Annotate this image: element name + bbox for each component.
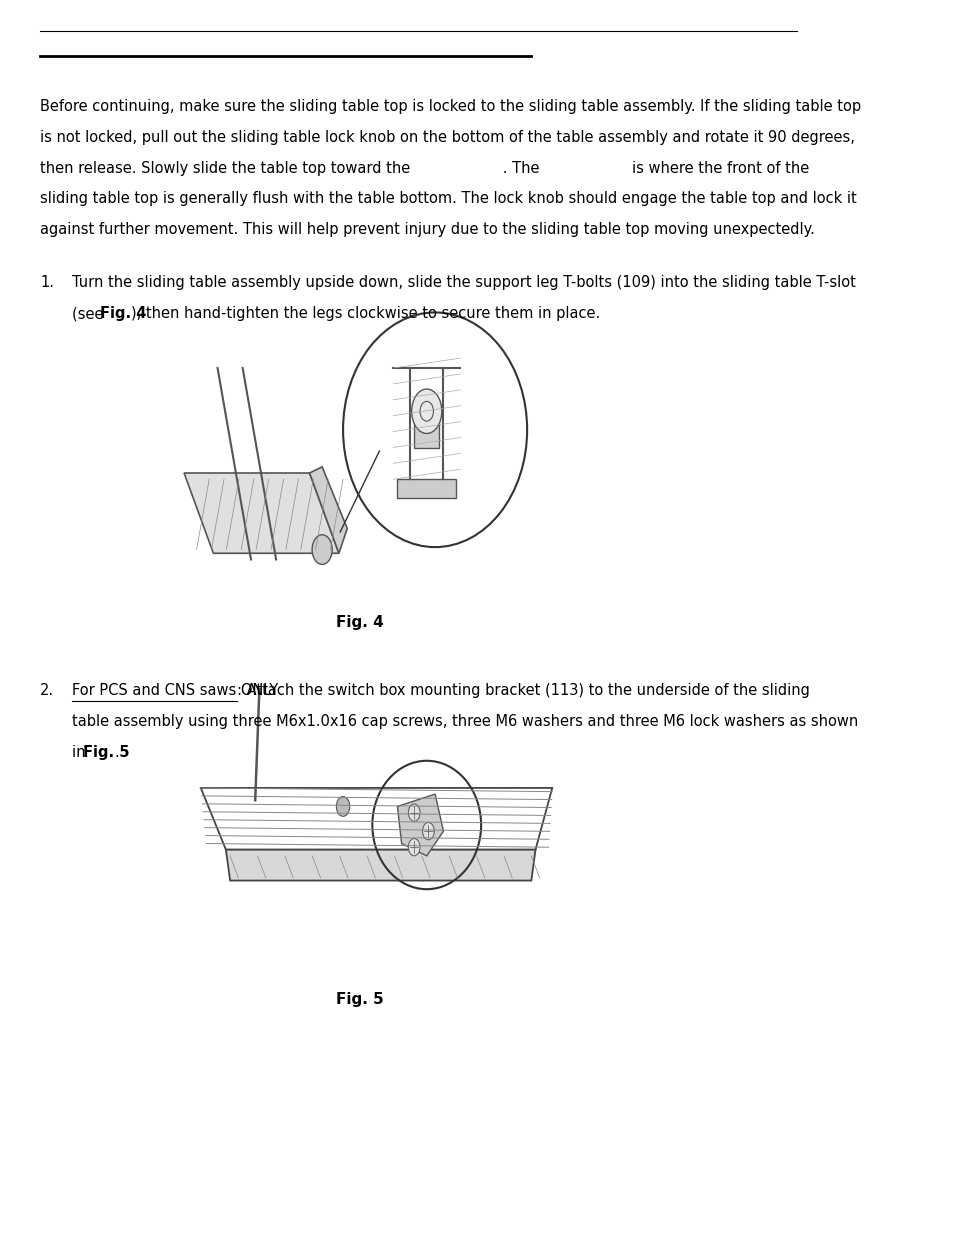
Text: Fig. 5: Fig. 5 [83, 745, 130, 760]
Text: .: . [114, 745, 119, 760]
Text: is not locked, pull out the sliding table lock knob on the bottom of the table a: is not locked, pull out the sliding tabl… [40, 130, 854, 144]
Text: Turn the sliding table assembly upside down, slide the support leg T-bolts (109): Turn the sliding table assembly upside d… [71, 275, 855, 290]
Circle shape [336, 797, 350, 816]
Polygon shape [310, 467, 347, 553]
Polygon shape [226, 850, 535, 881]
Text: in: in [71, 745, 90, 760]
Bar [414, 417, 438, 448]
Circle shape [412, 389, 441, 433]
Text: 2.: 2. [40, 683, 54, 698]
Text: ), then hand-tighten the legs clockwise to secure them in place.: ), then hand-tighten the legs clockwise … [132, 306, 600, 321]
Text: : Attach the switch box mounting bracket (113) to the underside of the sliding: : Attach the switch box mounting bracket… [236, 683, 809, 698]
Text: Fig. 5: Fig. 5 [335, 992, 383, 1007]
Text: Fig. 4: Fig. 4 [99, 306, 146, 321]
Text: Before continuing, make sure the sliding table top is locked to the sliding tabl: Before continuing, make sure the sliding… [40, 99, 861, 114]
Text: Fig. 4: Fig. 4 [335, 615, 383, 630]
Text: table assembly using three M6x1.0x16 cap screws, three M6 washers and three M6 l: table assembly using three M6x1.0x16 cap… [71, 714, 858, 729]
Polygon shape [397, 794, 443, 856]
Text: sliding table top is generally flush with the table bottom. The lock knob should: sliding table top is generally flush wit… [40, 191, 856, 206]
Circle shape [422, 823, 434, 840]
Circle shape [408, 839, 419, 856]
Text: then release. Slowly slide the table top toward the                    . The    : then release. Slowly slide the table top… [40, 161, 808, 175]
Text: (see: (see [71, 306, 108, 321]
Text: against further movement. This will help prevent injury due to the sliding table: against further movement. This will help… [40, 222, 814, 237]
Text: For PCS and CNS saws ONLY: For PCS and CNS saws ONLY [71, 683, 278, 698]
Polygon shape [397, 479, 456, 498]
Circle shape [408, 804, 419, 821]
Text: 1.: 1. [40, 275, 54, 290]
Circle shape [312, 535, 332, 564]
Polygon shape [184, 473, 338, 553]
